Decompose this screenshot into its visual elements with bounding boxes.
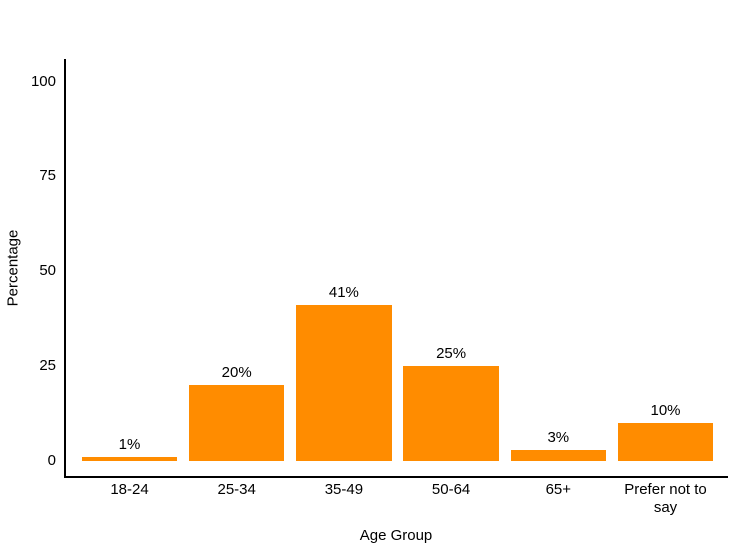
y-tick-label: 0	[47, 452, 56, 469]
bar	[403, 366, 499, 461]
bar	[296, 305, 392, 461]
x-tick-label: 35-49	[324, 481, 364, 498]
bar	[510, 450, 607, 461]
bar-value-label: 41%	[328, 284, 359, 301]
y-axis-spine	[64, 59, 66, 478]
x-tick-label: 65+	[545, 481, 572, 498]
x-tick-label: 25-34	[217, 481, 256, 498]
bar-value-label: 10%	[650, 402, 681, 419]
bar	[81, 457, 178, 461]
bar	[188, 385, 285, 461]
x-tick-label: 18-24	[110, 481, 149, 498]
bar-value-label: 1%	[118, 436, 141, 453]
bar-value-label: 3%	[547, 429, 570, 446]
y-tick-label: 100	[30, 72, 56, 90]
bar-value-label: 20%	[221, 364, 252, 381]
y-tick-label: 75	[39, 167, 56, 185]
x-tick-label: 50-64	[431, 481, 471, 498]
bar-value-label: 25%	[436, 345, 467, 362]
x-tick-label: Prefer not to say	[624, 481, 707, 516]
y-tick-label: 25	[39, 357, 56, 375]
x-axis-spine	[64, 476, 728, 478]
x-axis-title: Age Group	[359, 527, 433, 544]
bar	[617, 423, 714, 461]
y-tick-label: 50	[39, 262, 56, 280]
